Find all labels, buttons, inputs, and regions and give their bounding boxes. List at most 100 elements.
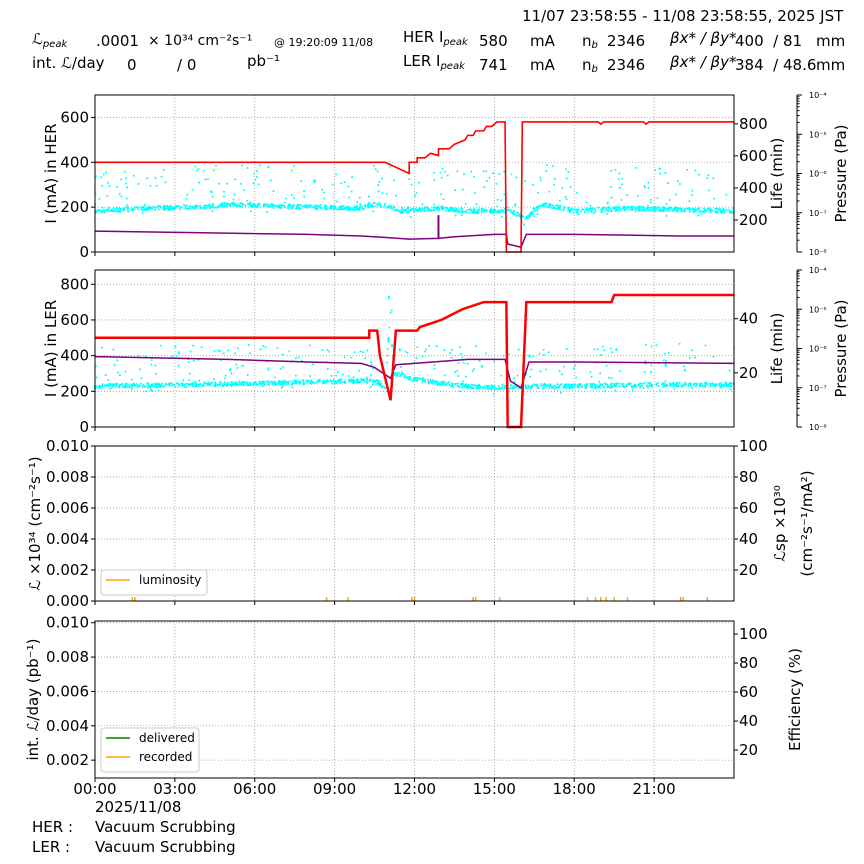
pressure-point	[450, 348, 453, 351]
pressure-point	[421, 381, 424, 384]
pressure-point	[457, 375, 460, 378]
pressure-point	[112, 385, 115, 388]
pressure-point	[405, 209, 408, 212]
ler-status-label: LER :	[32, 838, 70, 856]
pressure-point	[446, 207, 449, 210]
pressure-point	[239, 205, 242, 208]
pressure-point	[648, 384, 651, 387]
pressure-point	[661, 206, 664, 209]
pressure-point	[475, 203, 478, 206]
pressure-point	[249, 201, 252, 204]
pressure-point	[187, 382, 190, 385]
pressure-point	[164, 181, 167, 184]
pressure-point	[302, 205, 305, 208]
pressure-point	[728, 384, 731, 387]
pressure-axis-label: Pressure (Pa)	[832, 299, 850, 397]
pressure-tick-label: 10⁻⁵	[809, 305, 827, 314]
pressure-point	[440, 205, 443, 208]
pressure-point	[555, 208, 558, 211]
pressure-point	[347, 185, 350, 188]
pressure-point	[474, 192, 477, 195]
pressure-point	[309, 382, 312, 385]
y-tick-label: 600	[60, 108, 89, 126]
pressure-point	[287, 382, 290, 385]
pressure-point	[249, 383, 252, 386]
pressure-point	[416, 377, 419, 380]
her-beta-unit: mm	[816, 32, 845, 50]
pressure-point	[700, 382, 703, 385]
pressure-point	[686, 168, 689, 171]
pressure-point	[649, 201, 652, 204]
pressure-point	[478, 383, 481, 386]
legend-label-recorded: recorded	[139, 750, 192, 764]
pressure-point	[460, 214, 463, 217]
pressure-point	[454, 210, 457, 213]
pressure-point	[483, 208, 486, 211]
pressure-point	[565, 177, 568, 180]
pressure-point	[116, 209, 119, 212]
pressure-point	[348, 378, 351, 381]
pressure-point	[199, 205, 202, 208]
pressure-point	[195, 206, 198, 209]
pressure-point	[675, 207, 678, 210]
pressure-point	[212, 169, 215, 172]
pressure-point	[598, 380, 601, 383]
pressure-point	[444, 380, 447, 383]
pressure-point	[386, 348, 389, 351]
y2-tick-label: 80	[739, 654, 758, 672]
pressure-point	[511, 211, 514, 214]
pressure-point	[730, 211, 733, 214]
pressure-point	[264, 345, 267, 348]
pressure-point	[243, 381, 246, 384]
pressure-point	[173, 207, 176, 210]
y2-tick-label: 400	[739, 179, 768, 197]
pressure-point	[579, 383, 582, 386]
pressure-point	[585, 201, 588, 204]
pressure-point	[592, 211, 595, 214]
pressure-point	[401, 373, 404, 376]
pressure-point	[471, 387, 474, 390]
pressure-point	[158, 382, 161, 385]
y-tick-label: 200	[60, 382, 89, 400]
pressure-point	[628, 208, 631, 211]
pressure-point	[638, 386, 641, 389]
pressure-point	[152, 205, 155, 208]
pressure-point	[573, 385, 576, 388]
pressure-point	[381, 192, 384, 195]
pressure-point	[457, 361, 460, 364]
pressure-point	[288, 350, 291, 353]
pressure-point	[377, 190, 380, 193]
pressure-point	[168, 384, 171, 387]
pressure-point	[487, 386, 490, 389]
pressure-point	[481, 365, 484, 368]
pressure-point	[399, 349, 402, 352]
pressure-point	[347, 209, 350, 212]
pressure-point	[290, 380, 293, 383]
pressure-point	[444, 170, 447, 173]
pressure-point	[531, 183, 534, 186]
pressure-point	[125, 197, 128, 200]
pressure-point	[110, 386, 113, 389]
pressure-point	[489, 211, 492, 214]
pressure-point	[510, 173, 513, 176]
pressure-point	[539, 176, 542, 179]
pressure-point	[553, 387, 556, 390]
pressure-point	[291, 386, 294, 389]
pressure-point	[407, 211, 410, 214]
pressure-point	[362, 351, 365, 354]
pressure-point	[590, 208, 593, 211]
pressure-point	[336, 370, 339, 373]
pressure-point	[164, 382, 167, 385]
pressure-point	[404, 375, 407, 378]
pressure-point	[668, 198, 671, 201]
pressure-point	[569, 385, 572, 388]
pressure-point	[664, 210, 667, 213]
pressure-point	[324, 204, 327, 207]
pressure-point	[415, 357, 418, 360]
pressure-point	[298, 381, 301, 384]
pressure-point	[453, 208, 456, 211]
pressure-point	[387, 338, 390, 341]
pressure-point	[231, 204, 234, 207]
pressure-point	[641, 209, 644, 212]
pressure-point	[283, 382, 286, 385]
